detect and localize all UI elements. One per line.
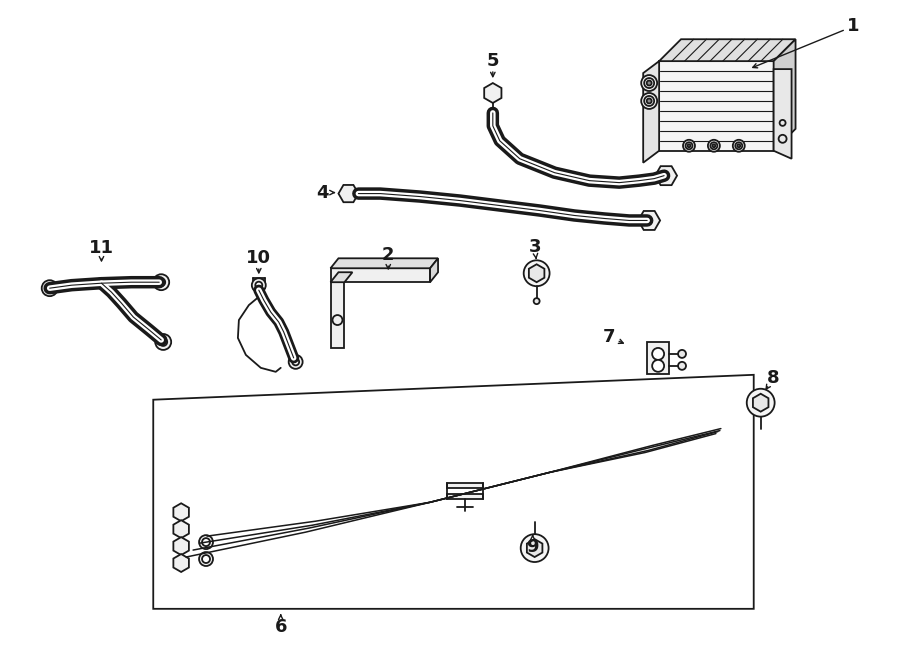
Polygon shape bbox=[153, 375, 753, 609]
Polygon shape bbox=[659, 39, 796, 61]
Circle shape bbox=[678, 350, 686, 358]
Polygon shape bbox=[174, 554, 189, 572]
Polygon shape bbox=[526, 539, 543, 557]
Circle shape bbox=[46, 284, 54, 292]
Polygon shape bbox=[529, 264, 544, 282]
Circle shape bbox=[256, 282, 262, 289]
Text: 1: 1 bbox=[847, 17, 860, 35]
Polygon shape bbox=[330, 282, 345, 348]
Polygon shape bbox=[655, 166, 677, 185]
Circle shape bbox=[202, 555, 210, 563]
Circle shape bbox=[652, 360, 664, 372]
Circle shape bbox=[644, 78, 654, 88]
Circle shape bbox=[641, 75, 657, 91]
Polygon shape bbox=[644, 61, 659, 163]
Polygon shape bbox=[774, 69, 792, 159]
Polygon shape bbox=[330, 258, 438, 268]
Circle shape bbox=[41, 280, 58, 296]
Circle shape bbox=[708, 140, 720, 152]
Text: 7: 7 bbox=[603, 328, 616, 346]
Circle shape bbox=[747, 389, 775, 416]
Polygon shape bbox=[174, 537, 189, 555]
Polygon shape bbox=[447, 494, 483, 499]
Polygon shape bbox=[174, 520, 189, 538]
Text: 6: 6 bbox=[274, 618, 287, 636]
Circle shape bbox=[159, 338, 167, 346]
Polygon shape bbox=[647, 342, 669, 374]
Circle shape bbox=[644, 96, 654, 106]
Circle shape bbox=[710, 142, 717, 149]
Circle shape bbox=[647, 81, 652, 85]
Polygon shape bbox=[174, 503, 189, 521]
Circle shape bbox=[713, 144, 716, 147]
Circle shape bbox=[686, 142, 692, 149]
Circle shape bbox=[683, 140, 695, 152]
Circle shape bbox=[524, 260, 550, 286]
Circle shape bbox=[199, 552, 213, 566]
Text: 5: 5 bbox=[487, 52, 500, 70]
Text: 8: 8 bbox=[768, 369, 780, 387]
Polygon shape bbox=[330, 272, 353, 282]
Text: 10: 10 bbox=[247, 249, 271, 267]
Circle shape bbox=[737, 144, 741, 147]
Polygon shape bbox=[638, 211, 660, 230]
Circle shape bbox=[652, 348, 664, 360]
Circle shape bbox=[155, 334, 171, 350]
Circle shape bbox=[199, 535, 213, 549]
Text: 2: 2 bbox=[382, 247, 394, 264]
Polygon shape bbox=[774, 39, 796, 151]
Circle shape bbox=[534, 298, 540, 304]
Polygon shape bbox=[330, 268, 430, 282]
Circle shape bbox=[521, 534, 549, 562]
Polygon shape bbox=[753, 394, 769, 412]
Circle shape bbox=[289, 355, 302, 369]
Polygon shape bbox=[430, 258, 438, 282]
Text: 9: 9 bbox=[526, 538, 539, 556]
Polygon shape bbox=[338, 185, 358, 202]
Polygon shape bbox=[484, 83, 501, 103]
Circle shape bbox=[252, 278, 266, 292]
Text: 4: 4 bbox=[316, 184, 328, 202]
Text: 3: 3 bbox=[528, 239, 541, 256]
Circle shape bbox=[647, 98, 652, 104]
Circle shape bbox=[735, 142, 742, 149]
Circle shape bbox=[158, 278, 166, 286]
Circle shape bbox=[153, 274, 169, 290]
Circle shape bbox=[292, 358, 299, 366]
Circle shape bbox=[733, 140, 745, 152]
Text: 11: 11 bbox=[89, 239, 114, 257]
Circle shape bbox=[688, 144, 690, 147]
Polygon shape bbox=[659, 61, 774, 151]
Polygon shape bbox=[447, 483, 483, 488]
Circle shape bbox=[678, 362, 686, 370]
Circle shape bbox=[202, 538, 210, 546]
Circle shape bbox=[641, 93, 657, 109]
